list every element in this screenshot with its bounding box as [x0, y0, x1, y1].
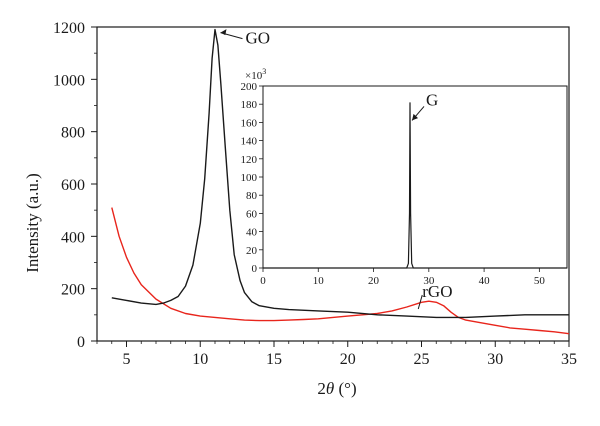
inset-y-tick-label: 120 [241, 154, 258, 166]
series-line-go [111, 28, 569, 319]
x-tick-label: 10 [192, 351, 208, 368]
y-tick-label: 200 [61, 282, 85, 299]
x-tick-label: 25 [414, 351, 430, 368]
rgo-arrow [417, 294, 423, 310]
inset-y-tick-label: 100 [241, 172, 258, 184]
x-tick-label: 30 [487, 351, 503, 368]
y-tick-label: 400 [61, 229, 85, 246]
x-tick-label: 15 [266, 351, 282, 368]
y-tick-label: 0 [77, 334, 85, 351]
inset-y-tick-label: 200 [241, 81, 258, 93]
inset-x-tick-label: 30 [423, 275, 435, 287]
go-arrow-head [220, 29, 227, 36]
y-tick-label: 1200 [53, 20, 85, 37]
inset-x-tick-label: 0 [260, 275, 266, 287]
inset-x-tick-label: 50 [534, 275, 546, 287]
inset-frame [262, 85, 568, 269]
inset-y-tick-label: 0 [252, 263, 258, 275]
x-tick-label: 5 [123, 351, 131, 368]
inset-y-tick-label: 180 [241, 99, 258, 111]
y-tick-label: 600 [61, 177, 85, 194]
inset-x-tick-label: 10 [313, 275, 325, 287]
inset-y-tick-label: 20 [246, 245, 258, 257]
y-tick-label: 800 [61, 125, 85, 142]
annotation-go: GO [245, 29, 270, 48]
x-axis-title-prefix: 2 [317, 379, 326, 398]
annotation-g: G [426, 90, 438, 109]
g-arrow-head [412, 113, 419, 121]
x-axis-title: 2θ (°) [317, 379, 356, 398]
inset-y-multiplier-exponent: 3 [262, 67, 266, 76]
inset-y-tick-label: 160 [241, 117, 258, 129]
inset-y-tick-label: 140 [241, 136, 258, 148]
x-axis-title-unit: (°) [334, 379, 356, 398]
inset-x-tick-label: 40 [479, 275, 491, 287]
y-tick-label: 1000 [53, 72, 85, 89]
inset-y-multiplier: ×103 [245, 67, 266, 82]
inset-plot: 0 10 20 30 40 50 0 20 40 60 80 100 120 140 160 180 200×1… [241, 67, 568, 287]
x-tick-label: 35 [561, 351, 577, 368]
inset-y-tick-label: 80 [246, 190, 258, 202]
inset-y-tick-label: 60 [246, 208, 258, 220]
inset-y-tick-label: 40 [246, 227, 258, 239]
inset-x-tick-label: 20 [368, 275, 380, 287]
series-line-rgo [111, 207, 570, 335]
y-axis-title: Intensity (a.u.) [23, 173, 42, 273]
annotation-rgo: rGO [422, 282, 452, 301]
x-tick-label: 20 [340, 351, 356, 368]
inset-series-line-g [263, 102, 567, 269]
x-axis-title-theta: θ [326, 379, 334, 398]
